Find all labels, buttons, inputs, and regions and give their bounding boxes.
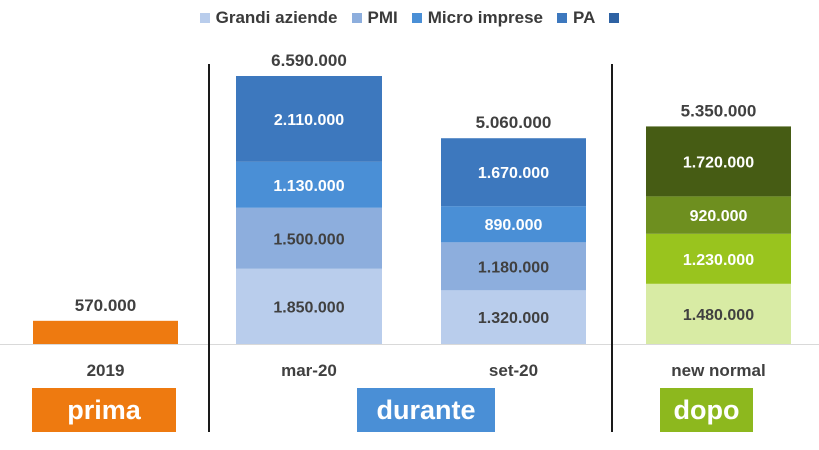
legend-label: Micro imprese [427,8,543,27]
data-label: 1.130.000 [273,178,344,195]
bar-segment [646,196,791,234]
bar-total-label: 6.590.000 [271,51,347,70]
bar-total-label: 5.350.000 [681,101,757,120]
category-tick-label: set-20 [489,361,538,380]
bar-segment [441,242,586,291]
legend-item-1: PMI [351,8,398,28]
category-tick-label: new normal [671,361,765,380]
data-label: 1.670.000 [478,165,549,182]
legend-item-2: Micro imprese [411,8,543,28]
data-label: 920.000 [690,208,748,225]
bar-segment [441,290,586,344]
phase-label-durante: durante [357,388,495,432]
data-label: 890.000 [485,217,543,234]
legend-swatch [199,13,210,23]
legend-item-3: PA [557,8,595,28]
category-tick-label: 2019 [87,361,125,380]
bar-segment [441,206,586,243]
bar-segment [236,207,382,269]
bar-segment [646,126,791,197]
data-label: 1.480.000 [683,307,754,324]
bar-segment [646,233,791,284]
bar-total-label: 5.060.000 [476,113,552,132]
bar-segment [646,283,791,344]
phase-label-prima: prima [32,388,176,432]
chart-legend: Grandi aziende PMI Micro imprese PA [0,8,819,28]
legend-label: PMI [367,8,398,27]
bar-segment [441,138,586,207]
data-label: 1.320.000 [478,310,549,327]
category-tick-label: mar-20 [281,361,337,380]
data-label: 1.850.000 [273,299,344,316]
data-label: 1.230.000 [683,252,754,269]
legend-swatch [411,13,422,23]
phase-label-dopo: dopo [660,388,753,432]
data-label: 1.180.000 [478,259,549,276]
legend-item-0: Grandi aziende [199,8,338,28]
legend-swatch [609,13,620,23]
bar-total-label: 570.000 [75,296,136,315]
bar-segment [33,320,178,344]
legend-swatch [351,13,362,23]
legend-item-4 [609,13,620,23]
bar-segment [236,161,382,208]
data-label: 1.500.000 [273,231,344,248]
data-label: 2.110.000 [274,112,344,129]
bar-segment [236,76,382,162]
legend-label: Grandi aziende [215,8,338,27]
legend-swatch [557,13,567,23]
bar-segment [236,268,382,344]
data-label: 1.720.000 [683,154,754,171]
legend-label: PA [573,8,596,27]
